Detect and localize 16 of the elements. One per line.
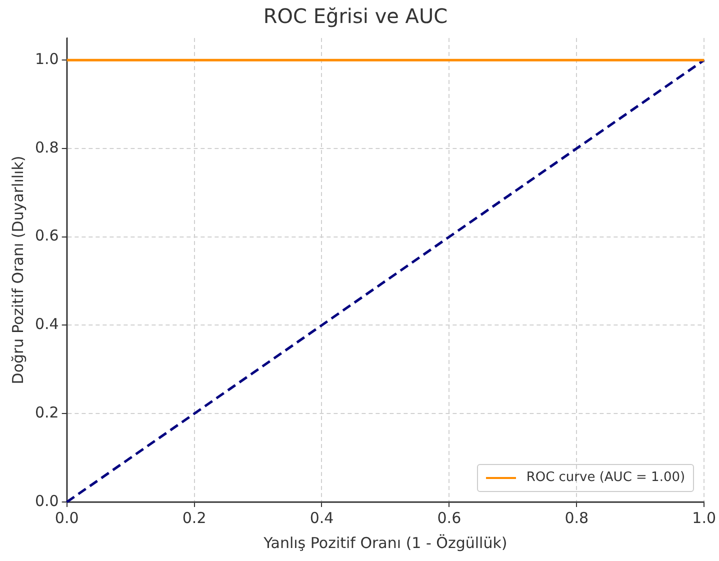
x-tick-label: 0.6: [437, 508, 462, 527]
y-tick-label: 0.0: [34, 492, 59, 510]
x-tick-label: 0.4: [310, 508, 334, 527]
y-tick-label: 0.4: [34, 315, 59, 334]
x-tick-label: 0.0: [54, 508, 79, 527]
y-tick-label: 0.8: [34, 138, 59, 156]
x-tick-label: 0.8: [564, 508, 589, 527]
legend-label: ROC curve (AUC = 1.00): [526, 469, 686, 487]
x-axis-title: Yanlış Pozitif Oranı (1 - Özgüllük): [262, 534, 508, 552]
y-axis-title: Doğru Pozitif Oranı (Duyarlılık): [8, 156, 27, 384]
x-tick-label: 0.2: [182, 508, 206, 527]
y-tick-label: 0.6: [34, 226, 59, 245]
y-tick-label: 1.0: [34, 50, 59, 68]
chart-title: ROC Eğrisi ve AUC: [263, 4, 448, 28]
y-tick-label: 0.2: [34, 404, 59, 422]
x-tick-label: 1.0: [692, 508, 716, 527]
